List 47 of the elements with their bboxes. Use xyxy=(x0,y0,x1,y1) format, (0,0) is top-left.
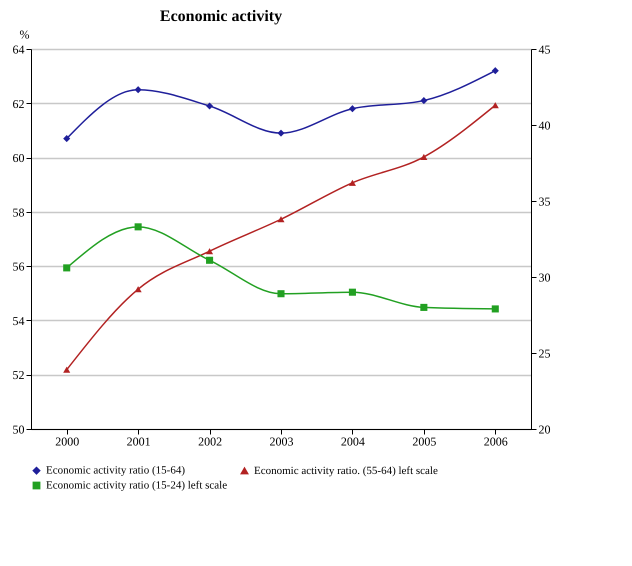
point xyxy=(420,154,428,160)
y-tick-label: 50 xyxy=(12,422,24,436)
chart-title: Economic activity xyxy=(160,8,282,25)
x-tick-label: 2003 xyxy=(270,434,294,448)
x-tick-label: 2006 xyxy=(484,434,508,448)
y2-tick-label: 30 xyxy=(538,270,550,284)
y-tick-label: 62 xyxy=(12,96,24,111)
point xyxy=(63,135,70,142)
point xyxy=(63,264,70,272)
point xyxy=(277,290,285,298)
y2-tick-label: 35 xyxy=(538,194,550,208)
y-tick-label: 56 xyxy=(12,260,24,274)
point xyxy=(492,67,499,74)
point xyxy=(206,102,214,110)
point xyxy=(134,223,142,230)
point xyxy=(420,304,428,311)
y-tick-label: 54 xyxy=(12,314,24,328)
y-tick-label: 52 xyxy=(12,368,24,382)
y2-tick-label: 20 xyxy=(538,422,550,436)
x-tick-label: 2001 xyxy=(126,434,151,448)
point xyxy=(277,216,285,222)
y-tick-label: 60 xyxy=(12,151,24,166)
x-tick-label: 2000 xyxy=(55,434,80,448)
point xyxy=(348,105,356,112)
legend-label: Economic activity ratio. (55-64) left scale xyxy=(254,464,438,477)
point xyxy=(492,305,499,312)
point xyxy=(134,286,142,292)
point xyxy=(348,288,356,296)
y2-tick-label: 45 xyxy=(538,42,550,56)
x-tick-label: 2004 xyxy=(340,434,365,448)
legend-label: Economic activity ratio (15-24) left scale xyxy=(46,480,228,492)
y-tick-label: 58 xyxy=(12,205,24,220)
y-axis-title: % xyxy=(20,28,30,42)
legend-label: Economic activity ratio (15-64) xyxy=(46,464,186,477)
y-tick-label: 64 xyxy=(12,42,24,56)
point xyxy=(348,180,356,186)
x-tick-label: 2002 xyxy=(198,434,222,448)
point xyxy=(134,86,142,94)
point xyxy=(492,102,499,108)
point xyxy=(277,130,285,137)
point xyxy=(206,248,214,254)
x-tick-label: 2005 xyxy=(412,434,436,448)
y2-tick-label: 25 xyxy=(538,346,550,360)
point xyxy=(420,97,428,104)
y2-tick-label: 40 xyxy=(538,118,550,132)
point xyxy=(63,366,70,373)
point xyxy=(206,256,214,264)
